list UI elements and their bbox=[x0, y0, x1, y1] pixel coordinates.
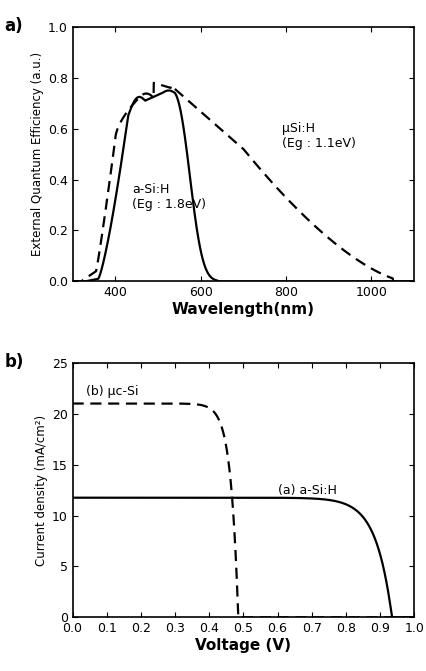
Text: a): a) bbox=[4, 17, 23, 35]
X-axis label: Wavelength(nm): Wavelength(nm) bbox=[172, 302, 314, 317]
Text: μSi:H
(Eg : 1.1eV): μSi:H (Eg : 1.1eV) bbox=[281, 122, 355, 150]
Y-axis label: External Quantum Efficiency (a.u.): External Quantum Efficiency (a.u.) bbox=[31, 52, 43, 256]
Y-axis label: Current density (mA/cm²): Current density (mA/cm²) bbox=[35, 415, 48, 566]
Text: (a) a-Si:H: (a) a-Si:H bbox=[277, 484, 336, 497]
Text: (b) μc-Si: (b) μc-Si bbox=[86, 384, 138, 398]
Text: a-Si:H
(Eg : 1.8eV): a-Si:H (Eg : 1.8eV) bbox=[132, 183, 206, 211]
X-axis label: Voltage (V): Voltage (V) bbox=[195, 638, 291, 653]
Text: b): b) bbox=[4, 353, 23, 370]
